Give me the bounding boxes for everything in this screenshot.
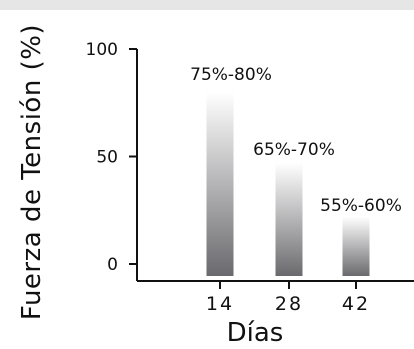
bar-value-label: 75%-80% — [190, 65, 272, 85]
top-band — [0, 0, 414, 10]
bar-value-label: 65%-70% — [253, 140, 335, 160]
bar-labels: 75%-80% 65%-70% 55%-60% — [190, 65, 402, 216]
bar — [342, 216, 370, 276]
bar-value-label: 55%-60% — [320, 196, 402, 216]
x-tick-label: 28 — [275, 293, 303, 315]
y-tick-label: 100 — [86, 40, 118, 60]
y-tick-label: 50 — [96, 148, 118, 168]
x-tick-label: 42 — [342, 293, 370, 315]
bar — [275, 162, 303, 276]
x-tick-label: 14 — [206, 293, 234, 315]
x-axis-label: Días — [226, 318, 284, 348]
axes: 100 50 0 14 28 42 — [86, 40, 414, 315]
bars — [206, 92, 370, 276]
y-tick-label: 0 — [107, 255, 118, 275]
bar — [206, 92, 234, 276]
